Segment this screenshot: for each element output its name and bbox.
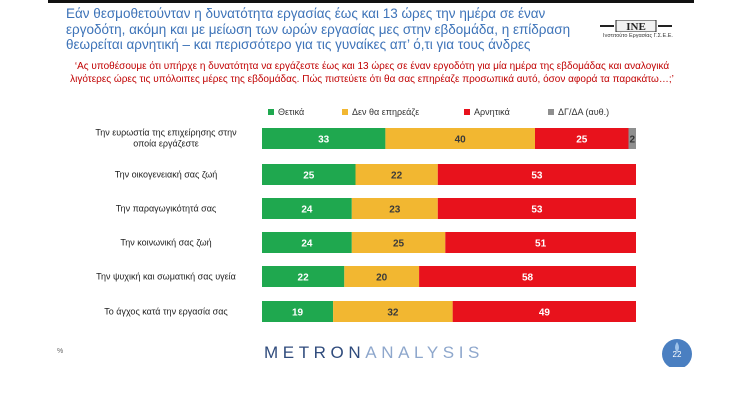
category-label: Την ευρωστία της επιχείρησης στην οποία ε…	[95, 128, 237, 149]
bar-segment	[452, 301, 636, 322]
logo-subtext: Ινστιτούτο Εργασίας Γ.Σ.Ε.Ε.	[603, 33, 673, 39]
data-label: 58	[522, 273, 534, 284]
bar-segment	[344, 266, 420, 287]
page-number-badge: 22	[660, 337, 694, 369]
ine-logo: ΙΝΕ Ινστιτούτο Εργασίας Γ.Σ.Ε.Ε.	[596, 20, 680, 46]
bar-segment	[262, 266, 345, 287]
bar-segment	[419, 266, 636, 287]
data-label: 22	[298, 273, 310, 284]
bar-segment	[262, 128, 386, 149]
bar-segment	[437, 164, 636, 185]
legend-item: Θετικά	[268, 107, 304, 117]
data-label: 25	[303, 171, 315, 182]
legend-label: Δεν θα επηρεάζε	[352, 107, 420, 117]
data-label: 22	[391, 171, 403, 182]
brand-light-text: ANALYSIS	[365, 343, 484, 359]
bar-segment	[355, 164, 438, 185]
data-label: 24	[301, 239, 313, 250]
data-label: 32	[387, 308, 399, 319]
data-label: 33	[318, 135, 330, 146]
brand-dark-text: METRON	[264, 343, 366, 359]
page-number: 22	[672, 350, 682, 359]
legend-item: Δεν θα επηρεάζε	[342, 107, 419, 117]
bar-segment	[333, 301, 453, 322]
slide-title: Εάν θεσμοθετούνταν η δυνατότητα εργασίας…	[66, 6, 571, 52]
bar-segment	[262, 232, 352, 253]
bar-segment	[437, 198, 636, 219]
legend-swatch	[464, 109, 470, 115]
legend-label: Αρνητικά	[474, 107, 510, 117]
data-label: 19	[292, 308, 304, 319]
data-label: 25	[393, 239, 405, 250]
bar-segment	[628, 128, 636, 149]
legend-swatch	[548, 109, 554, 115]
category-label: Την οικογενειακή σας ζωή	[115, 170, 217, 180]
bar-segment	[535, 128, 629, 149]
bar-segment	[351, 198, 438, 219]
data-label: 53	[531, 205, 543, 216]
legend-swatch	[342, 109, 348, 115]
logo-text: ΙΝΕ	[626, 21, 646, 32]
category-label: Την παραγωγικότητά σας	[116, 204, 217, 214]
top-border	[48, 0, 694, 3]
bar-segment	[262, 198, 352, 219]
legend-item: ΔΓ/ΔΑ (αυθ.)	[548, 107, 609, 117]
data-label: 53	[531, 171, 543, 182]
metron-analysis-logo: METRONANALYSIS	[264, 343, 524, 359]
data-label: 23	[389, 205, 401, 216]
data-label: 49	[539, 308, 551, 319]
bar-segment	[445, 232, 636, 253]
data-label: 24	[301, 205, 313, 216]
data-label: 51	[535, 239, 547, 250]
data-label: 20	[376, 273, 388, 284]
bar-segment	[351, 232, 446, 253]
survey-question: ‘Ας υποθέσουμε ότι υπήρχε η δυνατότητα ν…	[70, 61, 674, 85]
category-label: Την κοινωνική σας ζωή	[120, 238, 211, 248]
data-label: 2	[630, 135, 636, 146]
category-label: Την ψυχική και σωματική σας υγεία	[96, 272, 236, 282]
bar-segment	[262, 301, 334, 322]
corner-mark: %	[57, 348, 64, 355]
data-label: 25	[576, 135, 588, 146]
ine-logo-icon: ΙΝΕ	[600, 20, 672, 32]
category-label: Το άγχος κατά την εργασία σας	[104, 307, 228, 317]
legend-item: Αρνητικά	[464, 107, 510, 117]
legend-label: ΔΓ/ΔΑ (αυθ.)	[558, 107, 610, 117]
legend-swatch	[268, 109, 274, 115]
page-badge-icon	[662, 339, 692, 369]
bar-segment	[385, 128, 535, 149]
bar-segment	[262, 164, 356, 185]
legend-label: Θετικά	[278, 107, 305, 117]
data-label: 40	[455, 135, 467, 146]
